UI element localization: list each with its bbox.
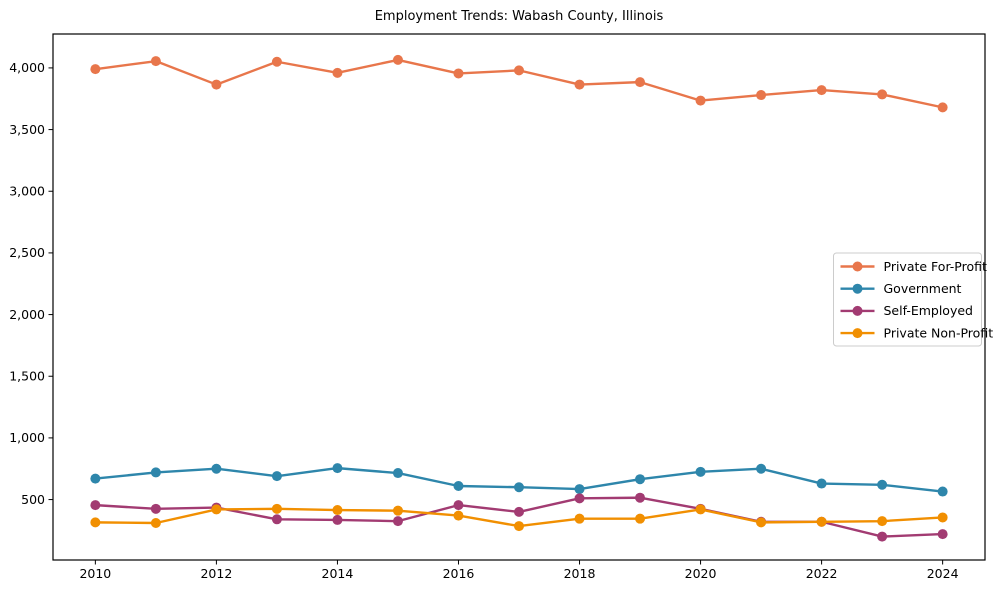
series-point-government xyxy=(90,473,101,484)
series-point-private-for-profit xyxy=(90,64,101,75)
series-point-private-for-profit xyxy=(937,102,948,113)
series-point-private-non-profit xyxy=(211,504,222,515)
series-point-private-non-profit xyxy=(574,513,585,524)
legend-box xyxy=(833,252,982,347)
series-point-government xyxy=(816,478,827,489)
series-point-self-employed xyxy=(574,493,585,504)
series-point-private-non-profit xyxy=(816,516,827,527)
series-point-government xyxy=(635,474,646,485)
series-point-private-for-profit xyxy=(514,65,524,76)
series-point-government xyxy=(150,467,161,478)
series-point-self-employed xyxy=(635,492,646,503)
y-tick-label: 4,000 xyxy=(9,60,45,75)
series-point-government xyxy=(695,466,706,477)
y-tick-label: 1,500 xyxy=(9,369,45,384)
series-point-government xyxy=(877,479,888,490)
x-tick-label: 2016 xyxy=(443,566,475,581)
series-point-government xyxy=(514,482,524,493)
series-point-government xyxy=(332,463,343,474)
y-tick-label: 1,000 xyxy=(9,430,45,445)
series-point-private-non-profit xyxy=(514,521,524,532)
series-point-private-for-profit xyxy=(574,79,585,90)
x-tick-label: 2020 xyxy=(685,566,717,581)
series-point-private-for-profit xyxy=(211,79,222,90)
series-point-self-employed xyxy=(332,514,343,525)
series-point-self-employed xyxy=(877,531,888,542)
y-tick-label: 2,000 xyxy=(9,307,45,322)
legend-marker-dot-self-employed xyxy=(852,305,863,316)
series-point-private-for-profit xyxy=(695,95,706,106)
series-point-private-non-profit xyxy=(695,504,706,515)
y-tick-label: 3,500 xyxy=(9,122,45,137)
series-point-government xyxy=(756,463,767,474)
series-point-government xyxy=(453,481,464,492)
series-point-private-non-profit xyxy=(756,517,767,528)
x-tick-label: 2022 xyxy=(806,566,838,581)
plot-border xyxy=(52,33,986,561)
y-tick-label: 500 xyxy=(21,492,45,507)
series-point-private-for-profit xyxy=(635,77,646,88)
series-point-self-employed xyxy=(937,529,948,540)
series-point-self-employed xyxy=(90,500,101,511)
series-point-self-employed xyxy=(453,500,464,511)
series-point-private-non-profit xyxy=(332,505,343,516)
series-point-private-non-profit xyxy=(392,505,403,516)
series-point-government xyxy=(937,486,948,497)
chart-title: Employment Trends: Wabash County, Illino… xyxy=(374,9,664,24)
series-point-private-for-profit xyxy=(271,56,282,67)
x-tick-label: 2014 xyxy=(322,566,354,581)
series-point-self-employed xyxy=(150,503,161,514)
series-point-private-non-profit xyxy=(877,516,888,527)
y-tick-label: 2,500 xyxy=(9,245,45,260)
series-point-private-for-profit xyxy=(877,89,888,100)
x-tick-label: 2018 xyxy=(564,566,596,581)
x-tick-label: 2010 xyxy=(79,566,111,581)
series-point-private-non-profit xyxy=(635,513,646,524)
legend-marker-dot-government xyxy=(852,283,863,294)
series-point-private-non-profit xyxy=(90,517,101,528)
series-point-private-non-profit xyxy=(271,503,282,514)
legend-marker-dot-private-non-profit xyxy=(852,328,863,339)
x-tick-label: 2024 xyxy=(927,566,959,581)
series-point-private-for-profit xyxy=(453,68,464,79)
series-point-private-for-profit xyxy=(150,56,161,67)
series-point-government xyxy=(574,484,585,495)
x-tick-label: 2012 xyxy=(200,566,232,581)
y-tick-label: 3,000 xyxy=(9,184,45,199)
series-point-private-for-profit xyxy=(816,85,827,96)
series-point-private-non-profit xyxy=(453,510,464,521)
series-point-government xyxy=(392,468,403,479)
series-point-self-employed xyxy=(271,514,282,525)
legend-label-private-non-profit: Private Non-Profit xyxy=(884,325,994,340)
series-point-government xyxy=(211,463,222,474)
legend-marker-dot-private-for-profit xyxy=(852,261,863,272)
series-point-private-non-profit xyxy=(937,512,948,523)
legend-label-private-for-profit: Private For-Profit xyxy=(884,259,987,274)
series-point-private-non-profit xyxy=(150,518,161,529)
series-point-government xyxy=(271,471,282,482)
series-point-self-employed xyxy=(392,516,403,527)
series-point-private-for-profit xyxy=(332,67,343,78)
series-point-private-for-profit xyxy=(392,54,403,65)
legend-label-government: Government xyxy=(884,281,962,296)
series-point-private-for-profit xyxy=(756,90,767,101)
series-point-self-employed xyxy=(514,506,524,517)
legend-label-self-employed: Self-Employed xyxy=(884,303,973,318)
